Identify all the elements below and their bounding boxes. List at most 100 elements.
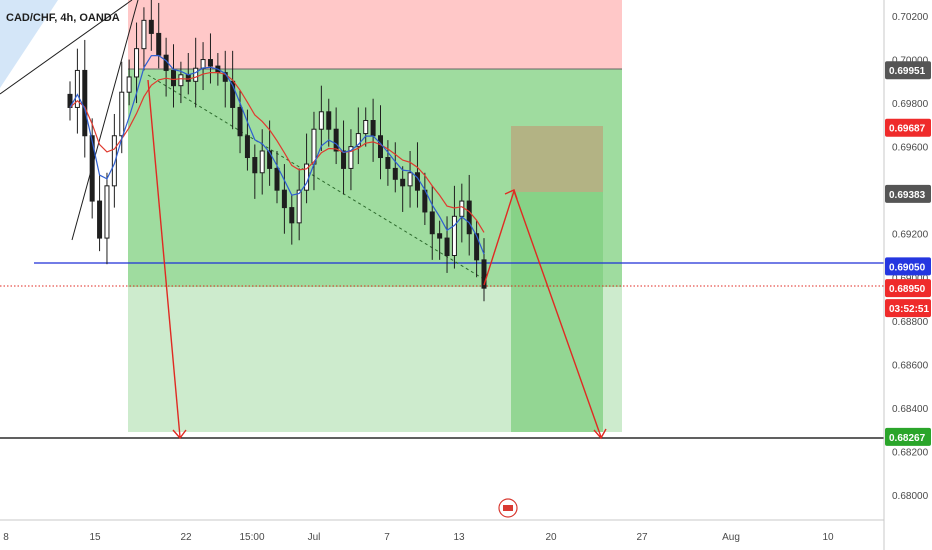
candle-body: [407, 172, 413, 187]
candle-body: [333, 128, 339, 152]
candle-body: [89, 135, 95, 202]
candle-body: [355, 133, 361, 148]
candle-body: [414, 172, 420, 191]
time-tick-label: 15: [89, 532, 101, 543]
candle-body: [274, 167, 280, 191]
price-tick-label: 0.68000: [892, 491, 929, 502]
price-tick-label: 0.69200: [892, 230, 929, 241]
price-tick-label: 0.68400: [892, 404, 929, 415]
price-tick-label: 0.68600: [892, 360, 929, 371]
candle-body: [148, 19, 154, 34]
candle-body: [82, 69, 88, 137]
candle-body: [437, 233, 443, 239]
price-label-text: 0.68267: [889, 433, 926, 444]
candle-body: [385, 157, 391, 169]
time-tick-label: Jul: [308, 532, 321, 543]
candle-body: [134, 48, 140, 78]
candle-body: [444, 237, 450, 256]
symbol-title[interactable]: CAD/CHF, 4h, OANDA: [6, 12, 120, 24]
candle-body: [259, 150, 265, 174]
candle-body: [281, 189, 287, 209]
price-label: 03:52:51: [885, 299, 931, 318]
candle-body: [185, 74, 191, 82]
arrow-head-1: [172, 429, 187, 440]
ema-fast-line: [69, 54, 485, 255]
ema-slow-line: [69, 71, 485, 233]
price-tick-label: 0.68200: [892, 447, 929, 458]
candle-body: [289, 207, 295, 224]
candle-body: [126, 76, 132, 93]
candle-body: [267, 150, 273, 169]
trendline-dashed[interactable]: [147, 74, 483, 279]
candle-body: [193, 67, 199, 82]
price-labels: 0.69951 0.69687 0.69383 0.69050 0.68950 03:52…: [885, 61, 931, 446]
price-label: 0.69383: [885, 184, 931, 203]
candle-body: [378, 135, 383, 159]
projection-box-top: [511, 126, 603, 192]
price-tick-label: 0.69600: [892, 143, 929, 154]
stop-loss-zone: [128, 0, 622, 69]
candle-body: [104, 185, 110, 239]
channel-line-lower: [71, 0, 139, 241]
price-label: 0.69687: [885, 118, 931, 137]
candle-body: [466, 200, 472, 235]
candle-body: [341, 150, 347, 169]
time-tick-label: 13: [453, 532, 465, 543]
candle-body: [244, 135, 250, 159]
candle-body: [156, 32, 162, 56]
candles: [67, 0, 487, 302]
arrow-head-3: [593, 428, 607, 440]
arrow-long-down: [147, 79, 181, 438]
candle-body: [74, 69, 80, 108]
candle-body: [400, 178, 406, 187]
price-label-text: 0.69951: [889, 66, 926, 77]
candle-body: [230, 80, 236, 108]
candle-body: [481, 259, 487, 289]
candle-body: [111, 135, 117, 187]
time-tick-label: 27: [636, 532, 648, 543]
candle-body: [207, 59, 213, 67]
price-tick-label: 0.69800: [892, 99, 929, 110]
candle-body: [451, 215, 457, 257]
candle-body: [370, 120, 376, 137]
projection-arrows: [147, 79, 607, 440]
arrow-final-down: [513, 190, 602, 438]
candle-body: [318, 111, 324, 130]
candle-body: [178, 74, 184, 87]
time-axis[interactable]: 8 15 22 15:00 Jul 7 13 20 27 Aug 10: [3, 532, 834, 543]
price-tick-label: 0.70000: [892, 56, 929, 67]
price-label-text: 0.69050: [889, 262, 926, 273]
channel-line-upper: [0, 0, 133, 95]
time-tick-label: 7: [384, 532, 390, 543]
time-tick-label: 15:00: [239, 532, 264, 543]
price-label-text: 0.69383: [889, 190, 926, 201]
candle-body: [171, 69, 176, 87]
time-tick-label: 10: [822, 532, 834, 543]
candle-body: [326, 111, 332, 130]
candle-body: [474, 233, 480, 261]
candle-body: [429, 211, 435, 235]
price-label: 0.68267: [885, 427, 931, 446]
price-label-text: 0.69687: [889, 124, 926, 135]
candle-body: [237, 106, 243, 137]
arrow-bounce-up: [483, 190, 515, 286]
candle-body: [363, 120, 369, 135]
price-label-text: 0.68950: [889, 284, 926, 295]
price-label: 0.68950: [885, 279, 931, 298]
candle-body: [119, 91, 125, 137]
candle-body: [252, 157, 258, 174]
candle-body: [311, 128, 317, 165]
time-tick-label: Aug: [722, 532, 740, 543]
time-tick-label: 22: [180, 532, 192, 543]
event-marker-icon[interactable]: [498, 498, 518, 518]
candle-body: [459, 200, 465, 217]
candle-body: [296, 189, 302, 224]
price-tick-label: 0.68800: [892, 317, 929, 328]
candle-body: [392, 167, 398, 180]
candle-body: [348, 146, 354, 169]
candle-body: [141, 19, 147, 50]
price-label: 0.69050: [885, 257, 931, 276]
time-tick-label: 20: [545, 532, 557, 543]
price-tick-label: 0.69000: [892, 273, 929, 284]
